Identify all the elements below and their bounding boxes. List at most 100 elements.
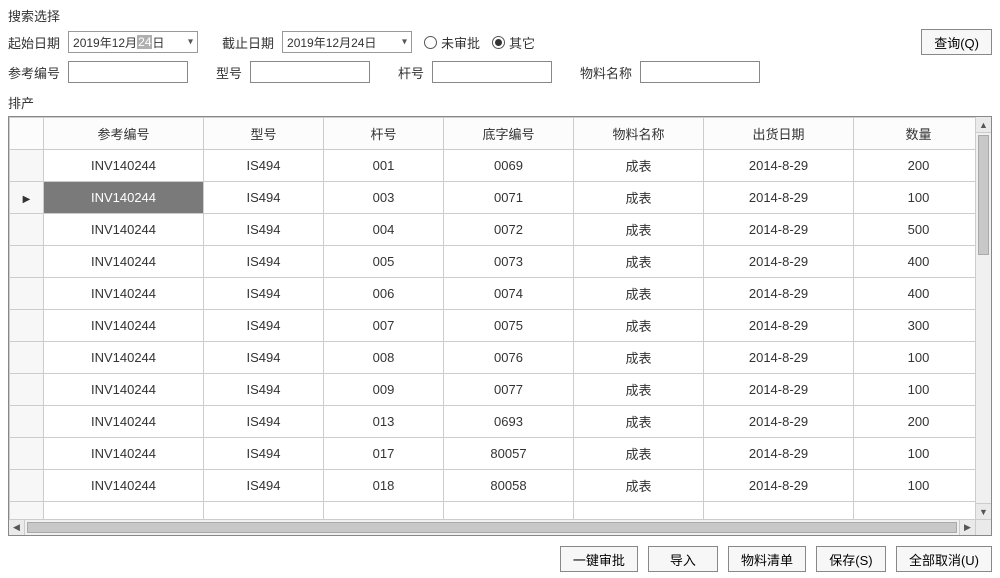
table-row[interactable]: INV140244IS4940130693成表2014-8-29200 — [10, 406, 976, 438]
cell-mat[interactable]: 成表 — [574, 182, 704, 214]
cell-base[interactable]: 0075 — [444, 310, 574, 342]
cell-date[interactable]: 2014-8-29 — [704, 342, 854, 374]
cell-base[interactable]: 0077 — [444, 374, 574, 406]
import-button[interactable]: 导入 — [648, 546, 718, 572]
row-indicator[interactable] — [10, 374, 44, 406]
cell-ref[interactable]: INV140244 — [44, 214, 204, 246]
cell-qty[interactable]: 400 — [854, 278, 976, 310]
radio-unapproved[interactable]: 未审批 — [424, 33, 480, 52]
table-row[interactable]: INV140244IS4940030071成表2014-8-29100 — [10, 182, 976, 214]
cell-rod[interactable]: 001 — [324, 150, 444, 182]
row-indicator[interactable] — [10, 150, 44, 182]
cell-mat[interactable]: 成表 — [574, 470, 704, 502]
cell-qty[interactable]: 400 — [854, 246, 976, 278]
cell-ref[interactable]: INV140244 — [44, 406, 204, 438]
row-indicator[interactable] — [10, 214, 44, 246]
cell-qty[interactable]: 100 — [854, 470, 976, 502]
ref-no-input[interactable] — [68, 61, 188, 83]
cell-mat[interactable]: 成表 — [574, 214, 704, 246]
column-header[interactable]: 出货日期 — [704, 118, 854, 150]
cell-base[interactable]: 0076 — [444, 342, 574, 374]
cell-model[interactable]: IS494 — [204, 310, 324, 342]
row-indicator[interactable] — [10, 310, 44, 342]
cell-date[interactable]: 2014-8-29 — [704, 438, 854, 470]
cell-rod[interactable]: 003 — [324, 182, 444, 214]
cell-date[interactable]: 2014-8-29 — [704, 374, 854, 406]
cell-qty[interactable]: 100 — [854, 438, 976, 470]
cell-model[interactable]: IS494 — [204, 342, 324, 374]
cell-rod[interactable]: 005 — [324, 246, 444, 278]
cell-ref[interactable]: INV140244 — [44, 150, 204, 182]
cell-base[interactable]: 0073 — [444, 246, 574, 278]
cell-rod[interactable]: 009 — [324, 374, 444, 406]
cell-model[interactable]: IS494 — [204, 214, 324, 246]
row-indicator[interactable] — [10, 470, 44, 502]
cell-ref[interactable]: INV140244 — [44, 374, 204, 406]
scroll-thumb[interactable] — [978, 135, 989, 255]
model-input[interactable] — [250, 61, 370, 83]
scroll-down-icon[interactable]: ▼ — [976, 503, 991, 519]
cell-rod[interactable]: 018 — [324, 470, 444, 502]
cell-model[interactable]: IS494 — [204, 246, 324, 278]
table-row[interactable]: INV140244IS4940040072成表2014-8-29500 — [10, 214, 976, 246]
row-indicator[interactable] — [10, 246, 44, 278]
table-row[interactable]: INV140244IS49401780057成表2014-8-29100 — [10, 438, 976, 470]
table-row[interactable]: INV140244IS49401880058成表2014-8-29100 — [10, 470, 976, 502]
cell-mat[interactable]: 成表 — [574, 374, 704, 406]
cell-rod[interactable]: 007 — [324, 310, 444, 342]
cell-mat[interactable]: 成表 — [574, 406, 704, 438]
table-row[interactable]: INV140244IS4940080076成表2014-8-29100 — [10, 342, 976, 374]
column-header[interactable]: 参考编号 — [44, 118, 204, 150]
cell-qty[interactable]: 200 — [854, 406, 976, 438]
start-date-picker[interactable]: 2019年12月24日 ▾ — [68, 31, 198, 53]
cell-rod[interactable]: 006 — [324, 278, 444, 310]
row-indicator[interactable] — [10, 438, 44, 470]
cell-mat[interactable]: 成表 — [574, 438, 704, 470]
cell-date[interactable]: 2014-8-29 — [704, 470, 854, 502]
row-indicator[interactable] — [10, 182, 44, 214]
cell-base[interactable]: 0072 — [444, 214, 574, 246]
cell-ref[interactable]: INV140244 — [44, 310, 204, 342]
material-input[interactable] — [640, 61, 760, 83]
cell-date[interactable]: 2014-8-29 — [704, 246, 854, 278]
column-header[interactable]: 物料名称 — [574, 118, 704, 150]
cell-model[interactable]: IS494 — [204, 150, 324, 182]
rod-input[interactable] — [432, 61, 552, 83]
cell-rod[interactable]: 017 — [324, 438, 444, 470]
cell-base[interactable]: 0074 — [444, 278, 574, 310]
cell-date[interactable]: 2014-8-29 — [704, 182, 854, 214]
cell-model[interactable]: IS494 — [204, 438, 324, 470]
cell-qty[interactable]: 100 — [854, 182, 976, 214]
cell-qty[interactable]: 500 — [854, 214, 976, 246]
scroll-thumb[interactable] — [27, 522, 957, 533]
cell-date[interactable]: 2014-8-29 — [704, 214, 854, 246]
cell-qty[interactable]: 200 — [854, 150, 976, 182]
table-row[interactable]: INV140244IS4940050073成表2014-8-29400 — [10, 246, 976, 278]
save-button[interactable]: 保存(S) — [816, 546, 886, 572]
cell-mat[interactable]: 成表 — [574, 310, 704, 342]
cell-ref[interactable]: INV140244 — [44, 182, 204, 214]
cell-rod[interactable]: 004 — [324, 214, 444, 246]
cell-date[interactable]: 2014-8-29 — [704, 150, 854, 182]
horizontal-scrollbar[interactable]: ◀ ▶ — [9, 519, 975, 535]
table-row[interactable]: INV140244IS4940010069成表2014-8-29200 — [10, 150, 976, 182]
row-indicator[interactable] — [10, 406, 44, 438]
row-indicator[interactable] — [10, 278, 44, 310]
cancel-all-button[interactable]: 全部取消(U) — [896, 546, 992, 572]
cell-ref[interactable]: INV140244 — [44, 278, 204, 310]
cell-mat[interactable]: 成表 — [574, 150, 704, 182]
radio-other[interactable]: 其它 — [492, 33, 535, 52]
cell-model[interactable]: IS494 — [204, 470, 324, 502]
table-row[interactable]: INV140244IS4940060074成表2014-8-29400 — [10, 278, 976, 310]
query-button[interactable]: 查询(Q) — [921, 29, 992, 55]
cell-qty[interactable]: 300 — [854, 310, 976, 342]
cell-ref[interactable]: INV140244 — [44, 438, 204, 470]
cell-model[interactable]: IS494 — [204, 374, 324, 406]
table-row[interactable]: INV140244IS4940090077成表2014-8-29100 — [10, 374, 976, 406]
table-row[interactable]: INV140244IS4940070075成表2014-8-29300 — [10, 310, 976, 342]
cell-rod[interactable]: 008 — [324, 342, 444, 374]
cell-qty[interactable]: 100 — [854, 374, 976, 406]
cell-base[interactable]: 0693 — [444, 406, 574, 438]
cell-base[interactable]: 80058 — [444, 470, 574, 502]
cell-mat[interactable]: 成表 — [574, 246, 704, 278]
